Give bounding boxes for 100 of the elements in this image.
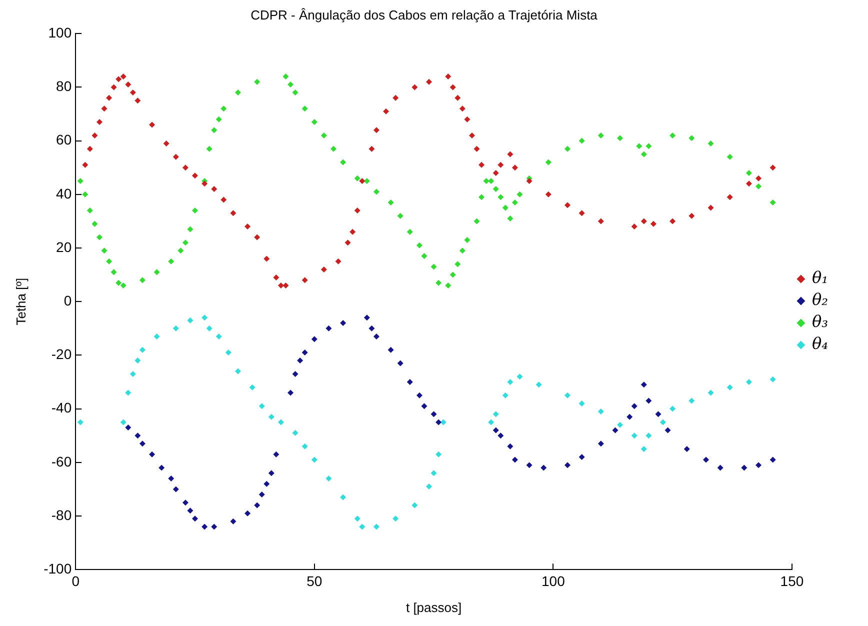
point	[436, 451, 442, 458]
y-tick-label: 0	[64, 292, 72, 308]
point	[158, 464, 165, 471]
point	[436, 419, 442, 426]
point	[640, 446, 647, 452]
point	[631, 432, 638, 439]
point	[564, 462, 570, 468]
point	[412, 502, 418, 508]
point	[502, 392, 508, 398]
point	[688, 398, 695, 404]
point	[134, 358, 141, 364]
point	[640, 382, 647, 388]
point	[326, 325, 332, 332]
point	[631, 403, 638, 410]
y-tick-label: 100	[48, 24, 72, 40]
point	[512, 456, 518, 463]
legend-label: θ₄	[812, 334, 828, 354]
point	[202, 524, 208, 530]
point	[664, 427, 671, 434]
point	[660, 419, 666, 426]
point	[507, 443, 514, 450]
point	[430, 411, 437, 418]
point	[206, 325, 212, 332]
point	[264, 480, 270, 487]
point	[426, 484, 432, 490]
point	[540, 464, 547, 471]
point	[741, 464, 748, 471]
point	[756, 462, 762, 468]
y-tick-label: 40	[56, 185, 72, 202]
x-axis-title: t [passos]	[406, 600, 462, 615]
point	[516, 374, 523, 380]
point	[617, 422, 624, 428]
point	[187, 508, 194, 514]
point	[564, 392, 570, 398]
point	[168, 475, 174, 482]
point	[292, 370, 298, 377]
point	[416, 392, 422, 398]
point	[507, 379, 514, 385]
point	[359, 524, 366, 530]
point	[364, 314, 370, 321]
point	[340, 320, 346, 326]
point	[397, 360, 404, 366]
y-tick-label: -60	[51, 453, 72, 470]
point	[340, 494, 346, 500]
point	[202, 314, 208, 321]
point	[368, 325, 375, 332]
point	[139, 346, 146, 353]
legend-label: θ₁	[812, 268, 828, 288]
point	[526, 462, 532, 468]
point	[268, 470, 274, 476]
chart-title: CDPR - Ângulação dos Cabos em relação a Trajetória Mista	[250, 7, 598, 22]
point	[354, 516, 360, 522]
point	[388, 346, 394, 353]
point	[708, 390, 714, 396]
point	[139, 440, 146, 447]
point	[211, 524, 218, 530]
x-tick-label: 100	[541, 572, 566, 589]
point	[430, 470, 437, 476]
point	[626, 414, 633, 420]
point	[268, 414, 274, 420]
point	[670, 406, 676, 412]
point	[216, 333, 222, 340]
point	[230, 518, 236, 524]
y-tick-label: 80	[56, 78, 72, 94]
point	[536, 382, 542, 388]
point	[258, 492, 265, 498]
y-tick-label: 60	[56, 132, 72, 148]
point	[258, 403, 265, 410]
point	[406, 379, 413, 385]
point	[421, 403, 428, 410]
point	[598, 440, 604, 447]
point	[292, 430, 298, 436]
point	[172, 486, 179, 492]
point	[326, 475, 332, 482]
point	[311, 456, 318, 463]
point	[192, 516, 198, 522]
point	[492, 411, 499, 418]
point	[770, 456, 776, 463]
x-tick-label: 50	[306, 572, 322, 589]
point	[488, 419, 494, 426]
point	[297, 358, 304, 364]
point	[492, 427, 499, 434]
y-tick-label: -80	[51, 506, 72, 523]
x-tick-label: 150	[780, 572, 804, 589]
point	[498, 432, 504, 439]
point	[373, 524, 380, 530]
point	[273, 451, 280, 458]
point	[225, 350, 232, 356]
point	[702, 456, 709, 463]
point	[392, 516, 399, 522]
y-tick-label: -40	[51, 400, 72, 416]
point	[598, 408, 604, 414]
point	[578, 400, 585, 406]
point	[154, 333, 160, 340]
point	[120, 419, 126, 426]
point	[125, 390, 132, 396]
point	[302, 443, 308, 450]
point	[717, 464, 724, 471]
point	[311, 336, 318, 342]
y-tick-label: -100	[44, 560, 72, 576]
